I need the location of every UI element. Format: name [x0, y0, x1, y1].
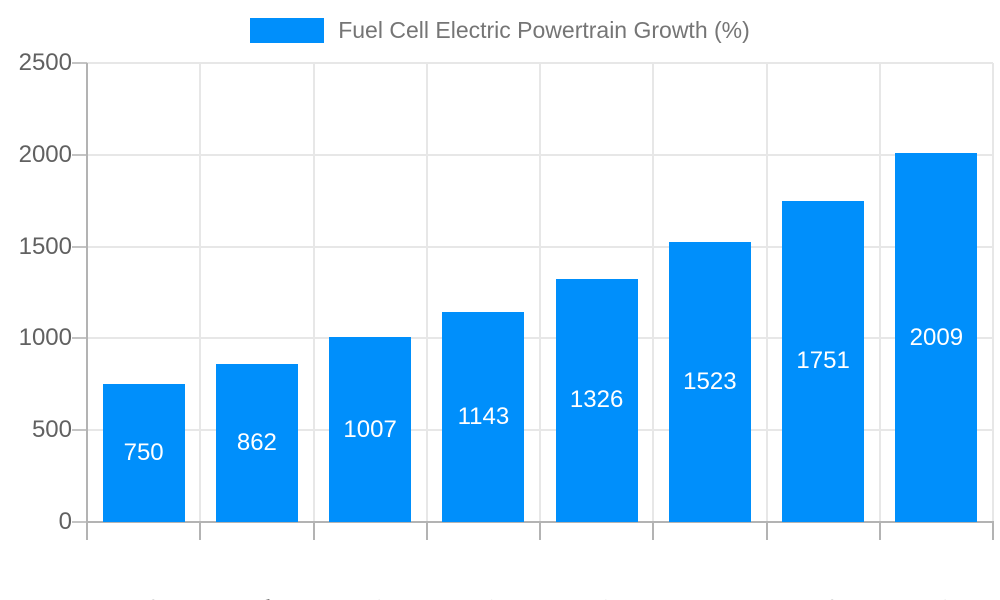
x-axis-tick — [539, 522, 541, 540]
bar: 750 — [102, 384, 185, 522]
x-tick-label: 2031-2032 — [642, 594, 842, 600]
gridline-vertical — [425, 63, 428, 522]
x-tick-label: 2030-2031 — [529, 594, 729, 600]
bar: 1007 — [329, 337, 412, 522]
x-axis-tick — [86, 522, 88, 540]
y-axis-tick — [72, 429, 87, 432]
gridline-vertical — [539, 63, 541, 522]
legend-swatch — [250, 18, 325, 43]
bar: 1143 — [442, 312, 525, 522]
y-tick-label: 2000 — [18, 140, 72, 168]
y-axis-tick — [72, 153, 87, 156]
bar: 2009 — [895, 153, 978, 522]
x-tick-label: 2032-2033 — [755, 594, 955, 600]
bar: 1326 — [555, 278, 638, 522]
x-axis-tick — [312, 522, 315, 540]
x-axis-tick — [652, 522, 655, 540]
y-tick-label: 1000 — [18, 324, 72, 352]
legend: Fuel Cell Electric Powertrain Growth (%) — [0, 17, 1000, 44]
bar-value-label: 1523 — [683, 368, 737, 396]
y-axis-line — [86, 63, 88, 522]
x-axis-tick — [765, 522, 768, 540]
bar-value-label: 1143 — [457, 403, 510, 431]
x-axis-tick — [425, 522, 428, 540]
x-tick-label: 2028-2029 — [302, 594, 502, 600]
bar-value-label: 1326 — [569, 386, 624, 414]
gridline-vertical — [652, 63, 655, 522]
x-axis-tick — [199, 522, 202, 540]
x-axis-tick — [992, 522, 994, 540]
plot-area: 050010001500200025007502025-20268622026-… — [19, 49, 994, 600]
bar-value-label: 2009 — [909, 323, 964, 351]
gridline-vertical — [878, 63, 881, 522]
gridline-vertical — [312, 63, 315, 522]
x-tick-label: 2026-2027 — [76, 594, 276, 600]
bar-value-label: 1007 — [343, 415, 397, 443]
x-axis-line — [86, 521, 994, 523]
y-tick-label: 2500 — [18, 49, 72, 76]
legend-label: Fuel Cell Electric Powertrain Growth (%) — [338, 17, 750, 43]
x-tick-label: 2027-2028 — [189, 594, 389, 600]
y-axis-tick — [72, 245, 87, 248]
x-axis-tick — [878, 522, 881, 540]
bar-value-label: 1751 — [796, 347, 850, 375]
bar-value-label: 862 — [236, 428, 277, 456]
gridline-vertical — [199, 63, 202, 522]
y-axis-tick — [72, 337, 87, 340]
y-axis-tick — [72, 62, 87, 64]
gridline-vertical — [765, 63, 768, 522]
bar: 1751 — [782, 200, 865, 522]
bar: 862 — [215, 363, 298, 522]
y-axis-tick — [72, 521, 87, 523]
y-tick-label: 500 — [31, 416, 72, 444]
x-tick-label: 2029-2030 — [415, 594, 615, 600]
bar-value-label: 750 — [123, 439, 164, 467]
y-tick-label: 0 — [58, 508, 72, 535]
gridline-vertical — [992, 63, 994, 522]
bar: 1523 — [668, 242, 751, 522]
x-tick-label: 2025-2026 — [0, 594, 162, 600]
y-tick-label: 1500 — [18, 232, 72, 260]
